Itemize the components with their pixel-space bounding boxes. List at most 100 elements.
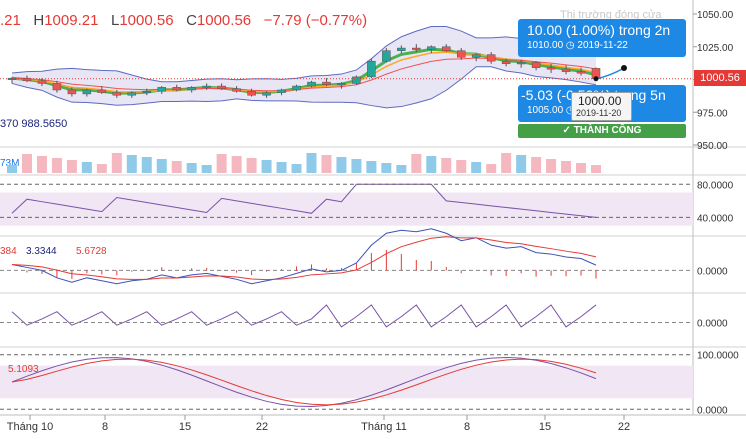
stoch-axis-label: 100.0000: [697, 351, 739, 362]
forecast-up-line2: 1010.00 ◷ 2019-11-22: [527, 40, 628, 51]
volume-bar: [426, 156, 437, 173]
candle-body: [187, 87, 196, 91]
volume-bar: [456, 160, 467, 173]
candle-body: [382, 50, 391, 62]
candle-body: [307, 81, 316, 87]
candle-body: [486, 54, 496, 62]
rsi-line: [11, 183, 597, 218]
price-tick-label: 950.00: [697, 141, 728, 152]
ohlc-high-key: H: [33, 12, 45, 29]
candle-body: [277, 89, 286, 93]
time-tick-label: 8: [464, 421, 470, 433]
candle-body: [202, 85, 211, 88]
ema-orange-line: [11, 51, 597, 93]
volume-bar: [21, 154, 32, 173]
candle-body: [516, 62, 526, 65]
volume-bar: [36, 156, 47, 173]
candle-body: [217, 85, 226, 89]
volume-bar: [156, 159, 167, 173]
candle-body: [127, 92, 137, 96]
time-tick-label: 22: [618, 421, 630, 433]
volume-bar: [381, 163, 392, 173]
time-tick-label: Tháng 10: [7, 421, 53, 433]
candle-body: [82, 89, 92, 95]
volume-bar: [471, 162, 482, 173]
volume-bar: [126, 155, 137, 173]
volume-bar: [411, 154, 422, 173]
ohlc-change: −7.79 (−0.77%): [263, 12, 368, 29]
candle-body: [37, 80, 47, 84]
volume-bar: [516, 155, 527, 173]
candle-body: [52, 83, 62, 91]
time-tick-label: 15: [539, 421, 551, 433]
volume-label: 73M: [0, 158, 19, 169]
stoch-signal-line: [11, 358, 597, 406]
volume-bar: [111, 153, 122, 173]
volume-bar: [231, 156, 242, 173]
rsi-axis-label: 80.0000: [697, 180, 734, 191]
candle-body: [112, 92, 122, 96]
volume-bar: [591, 165, 601, 173]
rsi-axis-label: 40.0000: [697, 213, 734, 224]
volume-bar: [291, 164, 302, 173]
time-tick-label: 15: [179, 421, 191, 433]
volume-bar: [96, 164, 107, 173]
candle-body: [157, 87, 166, 92]
price-tick-label: 1050.00: [697, 10, 734, 21]
candle-body: [501, 60, 511, 65]
volume-bar: [171, 161, 182, 173]
candle-body: [172, 87, 181, 91]
candle-body: [262, 92, 271, 96]
candle-body: [531, 62, 541, 68]
volume-bar: [186, 163, 197, 173]
ohlc-high: 1009.21: [44, 12, 99, 29]
volume-bar: [576, 163, 587, 173]
price-tick-label: 1025.00: [697, 43, 734, 54]
osc-axis-label: 0.0000: [697, 319, 728, 330]
macd-line: [11, 228, 597, 285]
macd-label-3: 5.6728: [76, 246, 107, 257]
stoch-label: 5.1093: [8, 364, 39, 375]
forecast-up-line1: 10.00 (1.00%) trong 2n: [527, 22, 671, 38]
volume-bar: [306, 153, 317, 173]
candle-body: [471, 54, 481, 58]
time-tick-label: 22: [256, 421, 268, 433]
candle-body: [67, 89, 77, 95]
volume-bar: [321, 155, 332, 173]
current-price-tag: 1000.56: [694, 70, 746, 86]
candle-body: [322, 81, 331, 85]
volume-bar: [396, 165, 407, 173]
ohlc-close: 1000.56: [196, 12, 252, 29]
ohlc-readout: .21 H1009.21 L1000.56 C1000.56 −7.79 (−0…: [0, 12, 368, 29]
candle-body: [142, 91, 152, 94]
candle-body: [546, 67, 556, 70]
bollinger-upper: [11, 25, 597, 83]
volume-bar: [246, 158, 257, 173]
volume-bar: [7, 165, 17, 173]
volume-bar: [561, 161, 572, 173]
ohlc-open: .21: [0, 12, 21, 29]
volume-bar: [81, 162, 92, 173]
volume-bar: [261, 160, 272, 173]
stoch-zone: [0, 365, 693, 399]
volume-bar: [366, 161, 377, 173]
candle-body: [22, 77, 32, 82]
macd-axis-label: 0.0000: [697, 266, 728, 277]
candle-body: [442, 46, 451, 51]
volume-bar: [141, 157, 152, 173]
volume-bar: [216, 154, 227, 173]
candle-body: [352, 76, 361, 84]
volume-bar: [441, 158, 452, 173]
hover-date: 2019-11-20: [576, 108, 622, 118]
success-badge: ✓ THÀNH CÔNG: [518, 124, 686, 138]
candle-body: [232, 88, 241, 92]
ohlc-low: 1000.56: [119, 12, 174, 29]
volume-bar: [486, 164, 497, 173]
volume-bar: [336, 157, 347, 173]
candle-body: [397, 47, 406, 51]
rsi-zone: [0, 192, 693, 226]
bollinger-lower: [11, 66, 597, 109]
candle-body: [412, 47, 421, 50]
forecast-tooltip-up[interactable]: 10.00 (1.00%) trong 2n 1010.00 ◷ 2019-11…: [518, 19, 686, 57]
